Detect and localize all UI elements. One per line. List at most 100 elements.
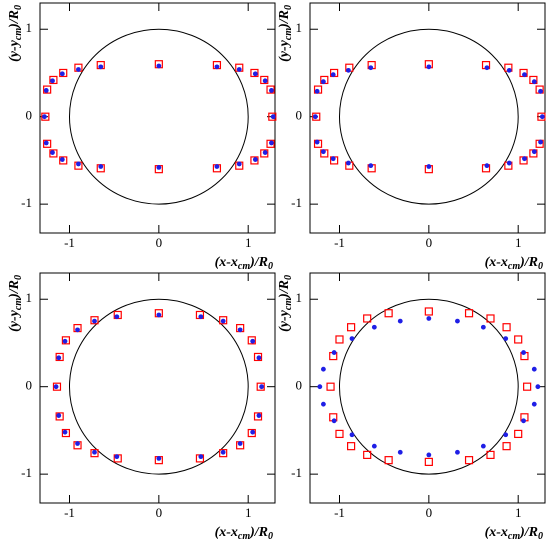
y-axis-label: (y-ycm)/R0 [277,275,294,332]
square-marker [59,156,68,165]
dot-marker [156,312,162,318]
dot-marker [237,327,243,333]
dot-marker [156,63,162,69]
square-marker [363,314,372,323]
dot-marker [521,350,526,355]
x-axis-label: (x-xcm)/R0 [485,255,543,272]
dot-marker [98,164,104,169]
x-tick-label: 1 [245,505,252,520]
dot-marker [262,150,268,155]
square-marker [502,442,511,451]
square-marker [219,316,228,325]
square-marker [260,75,269,85]
square-marker [219,449,228,458]
square-marker [90,316,99,325]
square-marker [59,68,68,78]
y-axis-label-part: (y-y [7,309,22,332]
dot-marker [321,79,326,85]
y-axis-label-subscript: cm [283,298,294,310]
square-marker [326,382,335,391]
square-marker [514,335,523,344]
y-tick-label: 1 [296,290,303,305]
panel: -1 0 1-101(x-xcm)/R0(y-ycm)/R0 [7,272,276,542]
dot-marker [114,454,120,460]
dot-marker [92,449,97,455]
dot-marker [50,150,55,155]
dot-marker [50,78,55,84]
x-axis-label: (x-xcm)/R0 [215,255,273,272]
dot-marker [314,139,320,145]
square-marker [55,352,64,362]
x-axis-label-part: (x-x [215,525,238,540]
y-tick-label: 1 [26,20,33,35]
x-axis-label-subscript: 0 [268,531,273,542]
square-marker [52,382,62,391]
dot-marker [214,64,220,70]
dot-marker [321,149,326,155]
y-axis-label: (y-ycm)/R0 [7,275,24,332]
x-axis-label: (x-xcm)/R0 [215,525,273,542]
dot-marker [76,161,81,167]
square-marker [253,352,263,362]
dot-marker [62,338,68,344]
dot-marker [252,71,258,77]
dot-marker [539,114,545,120]
dot-marker [531,366,537,372]
dot-marker [75,327,80,333]
square-marker [266,139,275,148]
x-tick-label: 1 [245,235,252,250]
dot-marker [43,88,49,93]
reference-circle [338,298,519,475]
y-tick-label: -1 [291,465,302,480]
square-marker [363,450,372,460]
dot-marker [237,441,243,446]
square-marker [256,382,265,391]
panel: -1 0 1-101(x-xcm)/R0(y-ycm)/R0 [7,2,277,272]
square-marker [384,456,393,465]
dot-marker [252,157,258,162]
y-axis-label-part: (y-y [277,39,292,62]
reference-circle [68,28,249,205]
square-marker [253,412,263,421]
x-axis-label-part: )/R [518,255,538,270]
panel: -1 0 1-101(x-xcm)/R0(y-ycm)/R0 [277,2,546,272]
dot-marker [349,432,355,438]
y-axis-label-subscript: 0 [13,5,24,10]
square-marker [61,428,71,438]
dot-marker [98,64,104,70]
dot-marker [522,72,527,78]
square-marker [250,156,259,165]
y-tick-label: 0 [296,108,303,123]
x-tick-label: 0 [156,505,163,520]
x-tick-label: -1 [334,235,345,250]
dot-marker [480,443,486,449]
y-axis-label-part: )/R [277,280,292,300]
x-tick-label: 0 [426,235,433,250]
dot-marker [368,65,374,71]
square-marker [502,323,511,332]
dot-marker [259,384,264,390]
square-marker [90,449,99,458]
y-axis-label: (y-ycm)/R0 [7,5,24,62]
y-axis-label: (y-ycm)/R0 [277,5,294,62]
x-tick-label: -1 [64,505,75,520]
y-tick-label: -1 [291,195,302,210]
dot-marker [220,449,226,455]
dot-marker [484,65,490,71]
square-marker [384,309,393,318]
dot-marker [371,324,377,330]
dot-marker [531,401,537,407]
dot-marker [349,336,355,341]
dot-marker [538,88,543,94]
square-marker [250,68,259,78]
dot-marker [269,88,274,93]
square-marker [43,85,52,94]
x-axis-label-part: )/R [248,525,268,540]
dot-marker [397,449,403,455]
dot-marker [236,161,242,167]
reference-circle [338,28,519,205]
square-marker [55,412,64,421]
x-axis-label-subscript: 0 [538,531,543,542]
y-tick-label: -1 [21,465,32,480]
